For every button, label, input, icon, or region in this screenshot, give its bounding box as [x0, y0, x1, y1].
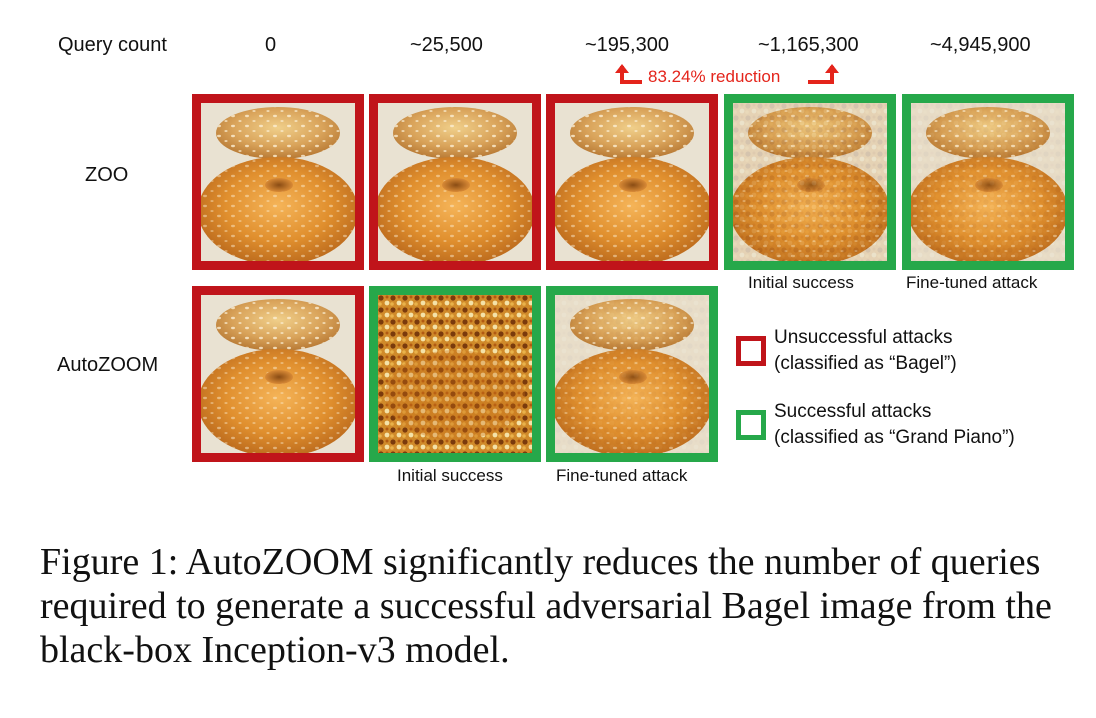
- zoo-image-1: [369, 94, 541, 270]
- legend-successful-line1: Successful attacks: [774, 401, 932, 422]
- legend-successful-swatch: [736, 410, 766, 440]
- autozoom-initial-caption: Initial success: [397, 466, 503, 485]
- zoo-image-3: [724, 94, 896, 270]
- query-count-0: 0: [265, 34, 277, 56]
- query-count-2: ~195,300: [585, 34, 669, 56]
- query-count-1: ~25,500: [410, 34, 483, 56]
- query-count-3: ~1,165,300: [758, 34, 859, 56]
- autozoom-image-2: [546, 286, 718, 462]
- zoo-finetuned-caption: Fine-tuned attack: [906, 273, 1038, 292]
- zoo-initial-caption: Initial success: [748, 273, 854, 292]
- figure-caption: Figure 1: AutoZOOM significantly reduces…: [40, 541, 1052, 671]
- reduction-annotation: 83.24% reduction: [612, 64, 842, 90]
- zoo-image-0: [192, 94, 364, 270]
- reduction-arrows: [615, 64, 839, 84]
- zoo-image-4: [902, 94, 1074, 270]
- legend-successful-line2: (classified as “Grand Piano”): [774, 427, 1015, 448]
- query-count-4: ~4,945,900: [930, 34, 1031, 56]
- legend-unsuccessful-swatch: [736, 336, 766, 366]
- legend-unsuccessful-line1: Unsuccessful attacks: [774, 327, 953, 348]
- autozoom-finetuned-caption: Fine-tuned attack: [556, 466, 688, 485]
- row-label-autozoom: AutoZOOM: [57, 354, 159, 376]
- legend-unsuccessful-line2: (classified as “Bagel”): [774, 353, 957, 374]
- zoo-image-2: [546, 94, 718, 270]
- autozoom-image-0: [192, 286, 364, 462]
- row-label-zoo: ZOO: [85, 164, 129, 186]
- query-count-label: Query count: [58, 34, 167, 56]
- reduction-label: 83.24% reduction: [648, 67, 781, 86]
- autozoom-image-1: [369, 286, 541, 462]
